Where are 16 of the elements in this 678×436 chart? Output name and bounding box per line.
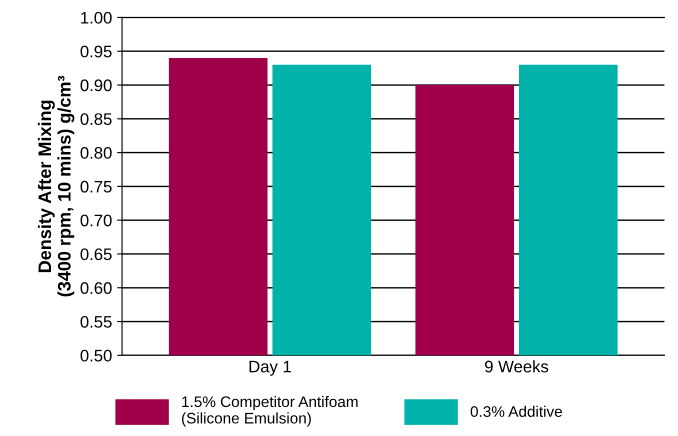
y-tick-label: 0.55 [80, 316, 112, 328]
legend-label: 0.3% Additive [470, 406, 562, 417]
y-tick-label: 0.70 [80, 214, 112, 226]
y-tick-label: 0.50 [80, 350, 112, 362]
y-tick-label: 0.95 [80, 46, 112, 58]
y-tick-label: 0.60 [80, 282, 112, 294]
y-tick-label: 0.75 [80, 180, 112, 193]
x-tick-label: Day 1 [250, 360, 291, 376]
y-tick-label: 0.80 [80, 147, 112, 159]
y-tick-label: 0.65 [80, 248, 112, 260]
x-tick-label: 9 Weeks [485, 360, 548, 372]
y-tick-label: 0.90 [80, 79, 112, 92]
y-tick-label: 0.85 [80, 113, 112, 126]
y-tick-label: 1.00 [81, 12, 112, 24]
legend-label: 1.5% Competitor Antifoam (Silicone Emulsion) [182, 396, 358, 427]
y-axis-title: Density After Mixing (3400 rpm, 10 mins) g/cm³ [38, 76, 74, 296]
